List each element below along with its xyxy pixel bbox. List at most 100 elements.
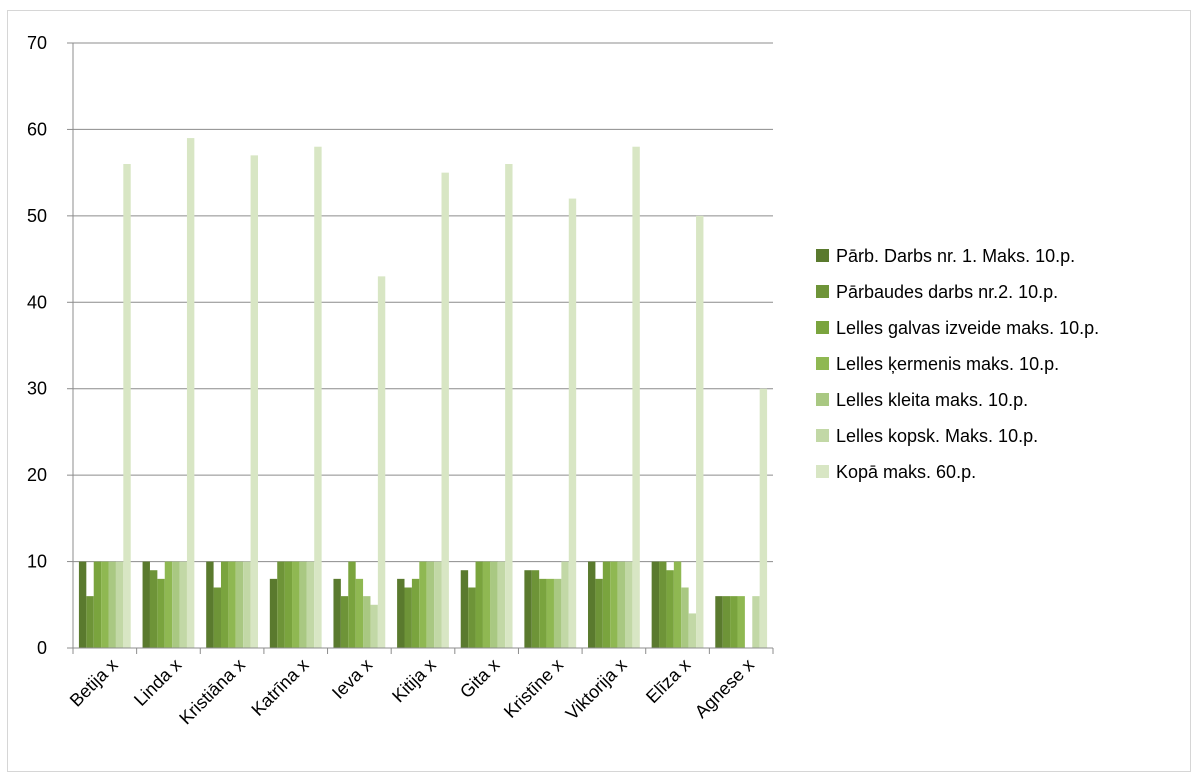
- bar: [524, 570, 532, 648]
- legend-swatch: [816, 393, 829, 406]
- legend-label: Lelles kopsk. Maks. 10.p.: [836, 426, 1038, 446]
- grid-lines: [73, 42, 773, 563]
- y-tick-label: 20: [27, 465, 47, 485]
- bar: [370, 604, 378, 648]
- legend-item: Pārbaudes darbs nr.2. 10.p.: [816, 282, 1058, 302]
- y-tick-label: 50: [27, 206, 47, 226]
- bar: [737, 596, 745, 648]
- bar: [673, 561, 682, 648]
- bar: [314, 146, 322, 648]
- bar: [659, 561, 667, 648]
- bar: [93, 561, 102, 648]
- bar: [568, 198, 577, 649]
- legend-swatch: [816, 429, 829, 442]
- bar: [610, 561, 618, 648]
- bar: [213, 587, 221, 648]
- bar: [284, 561, 293, 648]
- bar: [397, 578, 405, 648]
- bar: [617, 561, 626, 648]
- bar: [696, 215, 704, 648]
- bar: [377, 276, 386, 648]
- bar: [348, 561, 356, 648]
- bar: [179, 561, 187, 648]
- bar: [172, 561, 180, 648]
- bar: [651, 561, 660, 648]
- bar: [333, 578, 341, 648]
- x-tick-label: Katrīna x: [247, 655, 312, 720]
- legend-swatch: [816, 249, 829, 262]
- bar: [759, 388, 768, 648]
- bar: [632, 146, 640, 648]
- bar: [468, 587, 476, 648]
- x-tick-label: Gita x: [456, 655, 503, 702]
- bar: [722, 596, 731, 648]
- bar: [228, 561, 236, 648]
- x-tick-label: Agnese x: [691, 655, 758, 722]
- bar: [490, 561, 498, 648]
- legend-item: Lelles kleita maks. 10.p.: [816, 390, 1028, 410]
- legend-label: Pārbaudes darbs nr.2. 10.p.: [836, 282, 1058, 302]
- y-tick-label: 10: [27, 552, 47, 572]
- bar: [505, 164, 513, 648]
- bar: [142, 561, 150, 648]
- bar: [441, 172, 449, 648]
- bar: [355, 578, 364, 648]
- bar: [277, 561, 285, 648]
- y-tick-label: 0: [37, 638, 47, 658]
- legend-label: Kopā maks. 60.p.: [836, 462, 976, 482]
- legend-swatch: [816, 321, 829, 334]
- x-tick-label: Kitija x: [388, 655, 440, 707]
- y-tick-label: 70: [27, 33, 47, 53]
- y-tick-label: 60: [27, 119, 47, 139]
- bar: [149, 570, 158, 648]
- bar: [340, 596, 349, 648]
- legend-item: Lelles ķermenis maks. 10.p.: [816, 354, 1059, 374]
- bar: [482, 561, 491, 648]
- bar: [460, 570, 469, 648]
- bar: [434, 561, 442, 648]
- y-tick-label: 40: [27, 292, 47, 312]
- legend-label: Pārb. Darbs nr. 1. Maks. 10.p.: [836, 246, 1075, 266]
- bar: [595, 578, 603, 648]
- x-tick-label: Elīza x: [642, 655, 694, 707]
- bar: [86, 596, 94, 648]
- bar: [715, 596, 723, 648]
- bar: [186, 138, 195, 649]
- legend-label: Lelles galvas izveide maks. 10.p.: [836, 318, 1099, 338]
- bar: [299, 561, 307, 648]
- bar: [404, 587, 412, 648]
- bar: [602, 561, 611, 648]
- legend-item: Kopā maks. 60.p.: [816, 462, 976, 482]
- x-tick-label: Kristīne x: [500, 655, 567, 722]
- bar: [752, 596, 760, 648]
- bar: [419, 561, 427, 648]
- bar: [681, 587, 689, 648]
- bar: [411, 578, 420, 648]
- x-tick-label: Betija x: [66, 655, 122, 711]
- bar: [497, 561, 506, 648]
- bar: [306, 561, 315, 648]
- bar: [553, 578, 562, 648]
- legend-item: Lelles galvas izveide maks. 10.p.: [816, 318, 1099, 338]
- bar: [588, 561, 596, 648]
- bar: [269, 578, 278, 648]
- legend-item: Pārb. Darbs nr. 1. Maks. 10.p.: [816, 246, 1075, 266]
- legend-label: Lelles ķermenis maks. 10.p.: [836, 354, 1059, 374]
- bar: [157, 578, 165, 648]
- bar: [561, 561, 569, 648]
- bar: [78, 561, 87, 648]
- axes: [67, 42, 774, 654]
- bar: [123, 164, 131, 648]
- x-tick-label: Viktorija x: [562, 655, 631, 724]
- bar: [363, 596, 371, 648]
- legend-label: Lelles kleita maks. 10.p.: [836, 390, 1028, 410]
- bar: [625, 561, 633, 648]
- legend-swatch: [816, 285, 829, 298]
- bar: [666, 570, 674, 648]
- bar: [206, 561, 214, 648]
- bar: [546, 578, 554, 648]
- legend: Pārb. Darbs nr. 1. Maks. 10.p. Pārbaudes …: [816, 246, 1099, 482]
- bar: [475, 561, 483, 648]
